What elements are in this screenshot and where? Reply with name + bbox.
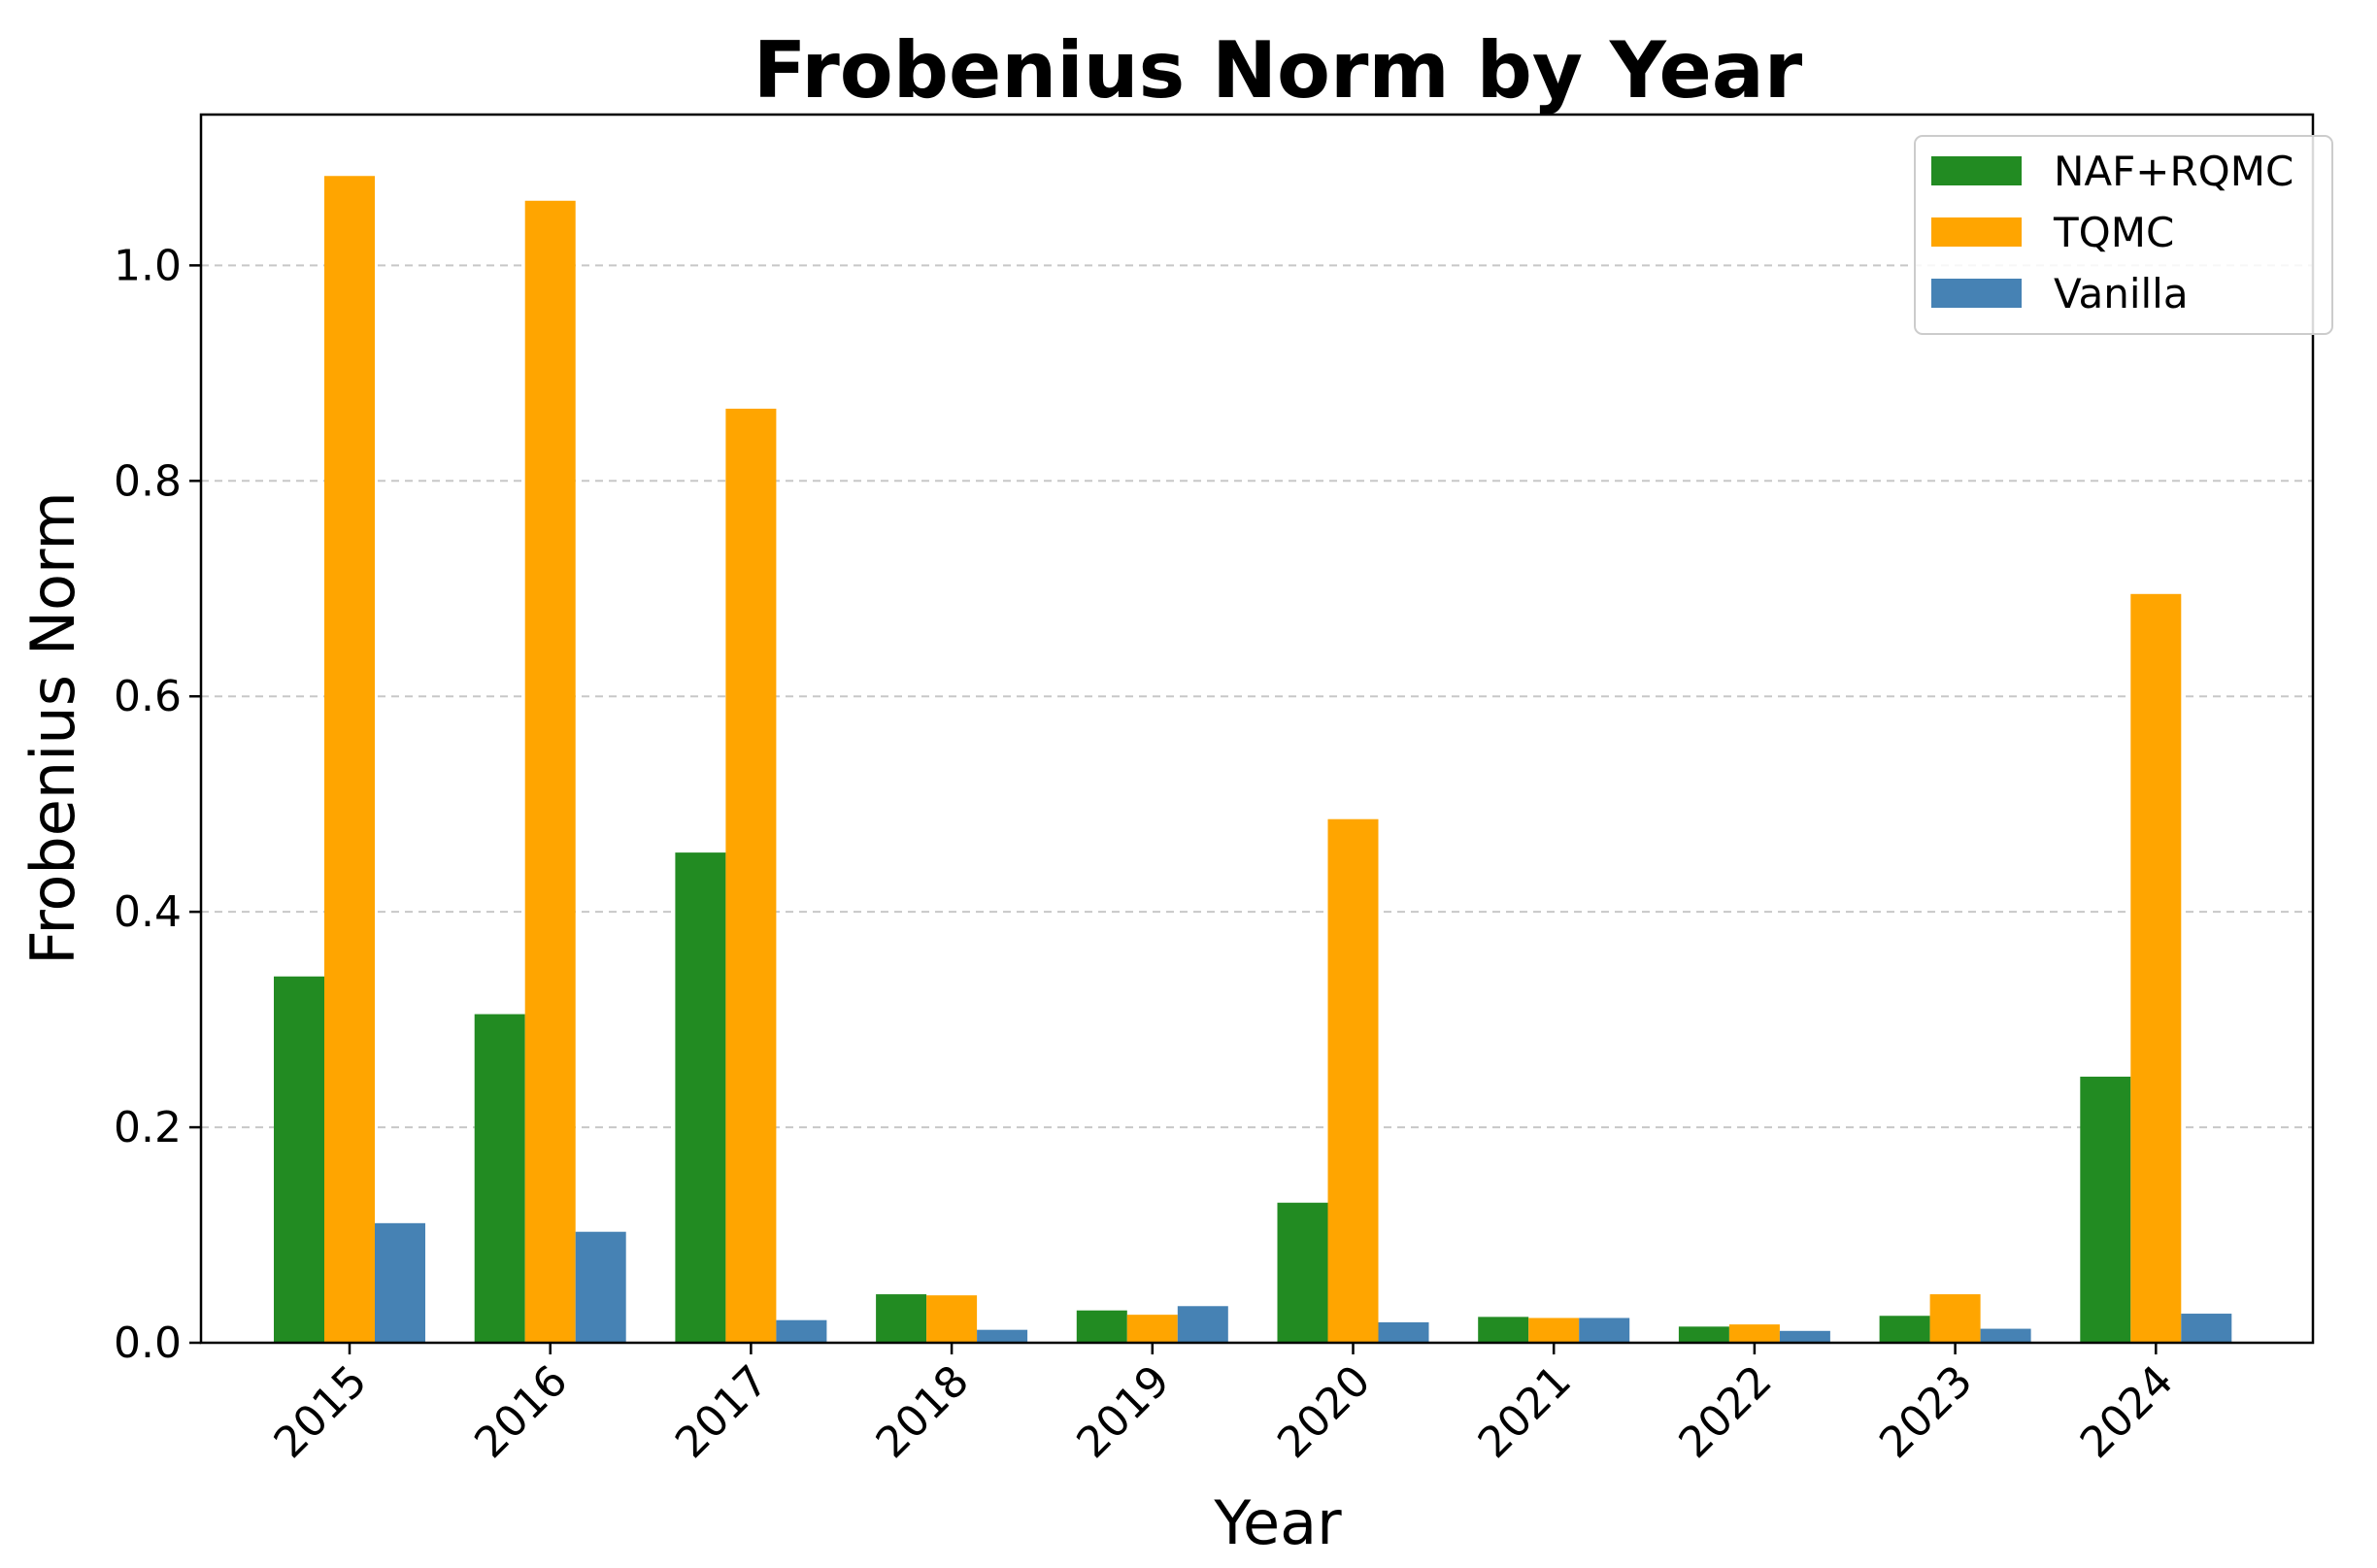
bar-vanilla-2020 [1378, 1321, 1429, 1343]
y-axis: 0.0 0.2 0.4 0.6 0.8 1.0 [114, 241, 201, 1368]
legend-label: NAF+RQMC [2054, 148, 2293, 195]
chart-title: Frobenius Norm by Year [753, 25, 1803, 116]
bar-naf-rqmc-2017 [675, 852, 726, 1343]
bar-naf-rqmc-2016 [474, 1014, 525, 1343]
y-tick-label: 0.0 [114, 1318, 182, 1368]
y-axis-label: Frobenius Norm [17, 491, 88, 965]
legend-label: Vanilla [2054, 270, 2189, 317]
x-axis-label: Year [1213, 1487, 1342, 1558]
bar-vanilla-2019 [1177, 1306, 1228, 1343]
legend-label: TQMC [2053, 209, 2174, 256]
bar-tqmc-2022 [1728, 1324, 1780, 1343]
bar-vanilla-2017 [776, 1319, 827, 1343]
bar-vanilla-2018 [977, 1329, 1028, 1343]
bar-naf-rqmc-2024 [2080, 1076, 2131, 1343]
bar-vanilla-2016 [575, 1231, 626, 1343]
bar-tqmc-2017 [725, 408, 777, 1343]
bar-naf-rqmc-2021 [1478, 1317, 1529, 1343]
bar-naf-rqmc-2022 [1678, 1326, 1729, 1343]
y-tick-label: 0.8 [114, 456, 182, 506]
bar-naf-rqmc-2015 [274, 976, 324, 1343]
bar-naf-rqmc-2020 [1277, 1202, 1328, 1343]
bar-vanilla-2022 [1779, 1330, 1830, 1343]
bar-tqmc-2019 [1126, 1315, 1178, 1343]
legend-swatch [1931, 156, 2022, 185]
bars [274, 176, 2232, 1343]
bar-tqmc-2020 [1327, 818, 1379, 1343]
bar-tqmc-2023 [1929, 1294, 1981, 1343]
bar-tqmc-2016 [524, 200, 576, 1343]
y-tick-label: 0.6 [114, 672, 182, 721]
bar-vanilla-2024 [2181, 1314, 2232, 1343]
legend-swatch [1931, 217, 2022, 247]
bar-naf-rqmc-2018 [876, 1294, 927, 1343]
bar-tqmc-2015 [324, 176, 375, 1343]
plot-frame [199, 113, 2315, 1345]
bar-tqmc-2018 [926, 1295, 978, 1343]
y-tick-label: 0.2 [114, 1103, 182, 1152]
bar-vanilla-2021 [1579, 1318, 1630, 1343]
y-tick-label: 1.0 [114, 241, 182, 290]
legend-swatch [1931, 279, 2022, 308]
legend: NAF+RQMC TQMC Vanilla [1914, 135, 2333, 335]
bar-tqmc-2021 [1528, 1318, 1580, 1343]
bar-tqmc-2024 [2130, 593, 2182, 1343]
y-tick-label: 0.4 [114, 887, 182, 937]
bar-vanilla-2023 [1980, 1328, 2031, 1343]
bar-naf-rqmc-2023 [1879, 1316, 1930, 1343]
bar-naf-rqmc-2019 [1076, 1310, 1127, 1343]
bar-vanilla-2015 [375, 1222, 425, 1343]
